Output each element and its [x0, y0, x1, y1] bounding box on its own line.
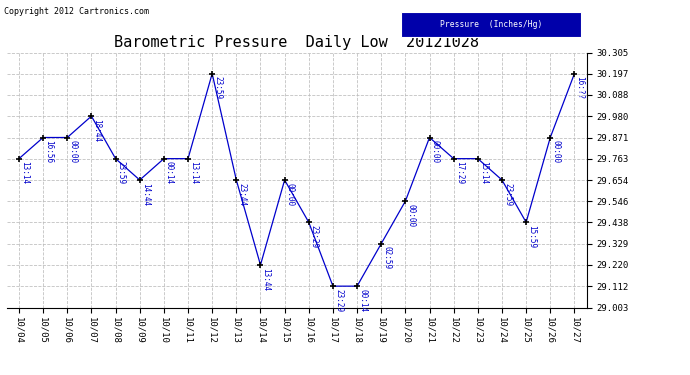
Text: 18:44: 18:44	[92, 119, 101, 142]
Text: 23:59: 23:59	[213, 76, 222, 99]
Text: 16:56: 16:56	[44, 140, 53, 164]
Text: 00:00: 00:00	[406, 204, 415, 227]
Text: 15:14: 15:14	[479, 161, 488, 184]
Text: 14:44: 14:44	[141, 183, 150, 206]
Text: 23:59: 23:59	[117, 161, 126, 184]
Text: 00:14: 00:14	[358, 289, 367, 312]
FancyBboxPatch shape	[401, 12, 581, 37]
Text: 00:00: 00:00	[68, 140, 77, 164]
Text: 15:59: 15:59	[527, 225, 536, 248]
Title: Barometric Pressure  Daily Low  20121028: Barometric Pressure Daily Low 20121028	[115, 35, 479, 50]
Text: 00:00: 00:00	[551, 140, 560, 164]
Text: Copyright 2012 Cartronics.com: Copyright 2012 Cartronics.com	[4, 7, 149, 16]
Text: 13:44: 13:44	[262, 268, 270, 291]
Text: 00:14: 00:14	[165, 161, 174, 184]
Text: Pressure  (Inches/Hg): Pressure (Inches/Hg)	[440, 20, 542, 29]
Text: 16:??: 16:??	[575, 76, 584, 99]
Text: 23:29: 23:29	[310, 225, 319, 248]
Text: 23:44: 23:44	[237, 183, 246, 206]
Text: 02:59: 02:59	[382, 246, 391, 270]
Text: 13:14: 13:14	[20, 161, 29, 184]
Text: 23:59: 23:59	[503, 183, 512, 206]
Text: 00:00: 00:00	[431, 140, 440, 164]
Text: 23:29: 23:29	[334, 289, 343, 312]
Text: 13:14: 13:14	[189, 161, 198, 184]
Text: 00:00: 00:00	[286, 183, 295, 206]
Text: 17:29: 17:29	[455, 161, 464, 184]
